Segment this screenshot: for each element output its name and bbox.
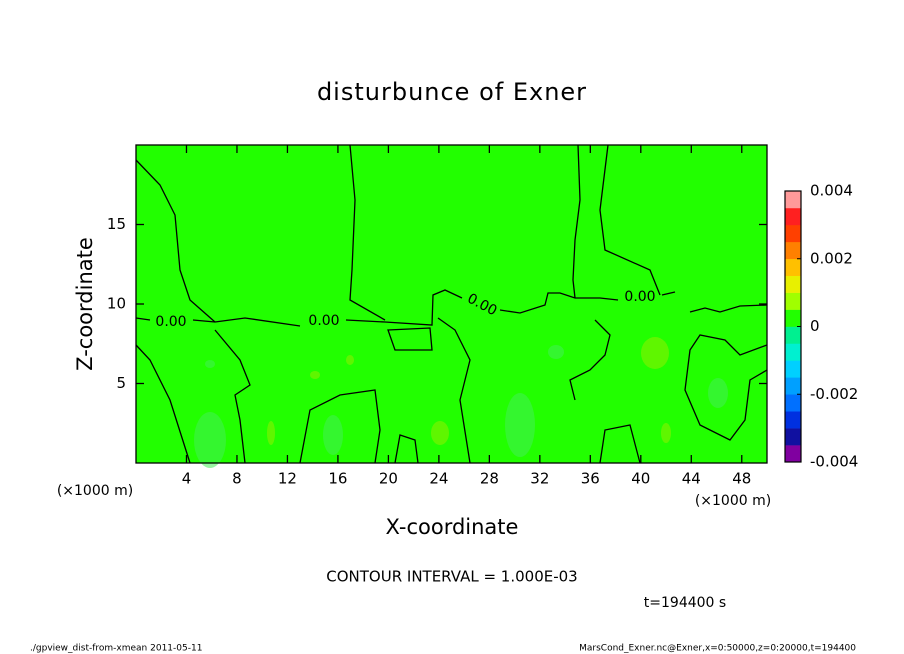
color-band: [785, 343, 801, 361]
colorbar-tick-label: -0.002: [810, 385, 858, 403]
x-unit: (×1000 m): [57, 483, 133, 499]
color-band: [785, 292, 801, 310]
x-tick-label: 20: [379, 470, 398, 488]
y-tick-label: 10: [107, 295, 126, 313]
x-tick-label: 16: [328, 470, 347, 488]
light-blobs: [194, 345, 728, 468]
chart-title: disturbunce of Exner: [317, 78, 587, 106]
color-band: [785, 224, 801, 243]
colorbar-tick-label: -0.004: [810, 453, 858, 471]
yellow-blobs: [267, 337, 671, 445]
color-band: [785, 207, 801, 226]
colorbar-tick-label: 0: [810, 317, 820, 335]
x-tick-label: 40: [631, 470, 650, 488]
x-tick-label: 24: [429, 470, 448, 488]
color-band: [785, 445, 801, 463]
contour-lines: [135, 144, 768, 464]
x-tick-label: 12: [278, 470, 297, 488]
x-tick-label: 32: [530, 470, 549, 488]
contour-label: 0.00: [624, 289, 655, 305]
x-tick-label: 48: [732, 470, 751, 488]
color-band: [785, 360, 801, 378]
contour-label: 0.00: [308, 313, 339, 329]
color-band: [785, 191, 801, 209]
x-tick-label: 44: [682, 470, 701, 488]
footer-left: ./gpview_dist-from-xmean 2011-05-11: [30, 644, 202, 654]
color-band: [785, 241, 801, 260]
color-band: [785, 428, 801, 446]
x-tick-label: 28: [480, 470, 499, 488]
contour-interval: CONTOUR INTERVAL = 1.000E-03: [326, 568, 577, 586]
x-axis-label: X-coordinate: [386, 515, 519, 539]
color-band: [785, 309, 801, 327]
field: [136, 145, 767, 463]
y-tick-label: 5: [116, 374, 126, 392]
color-band: [785, 258, 801, 276]
color-band: [785, 377, 801, 395]
y-tick-label: 15: [107, 215, 126, 233]
color-band: [785, 326, 801, 344]
x-tick-label: 36: [581, 470, 600, 488]
colorbar-tick-label: 0.002: [810, 249, 853, 267]
color-band: [785, 411, 801, 429]
time-label: t=194400 s: [644, 595, 726, 611]
x-tick-label: 8: [232, 470, 242, 488]
y-axis-label: Z-coordinate: [73, 237, 97, 371]
x-unit: (×1000 m): [695, 493, 771, 509]
color-band: [785, 394, 801, 412]
contour-label: 0.00: [155, 314, 186, 330]
x-tick-label: 4: [182, 470, 192, 488]
footer-right: MarsCond_Exner.nc@Exner,x=0:50000,z=0:20…: [579, 644, 856, 654]
color-band: [785, 275, 801, 293]
colorbar-tick-label: 0.004: [810, 182, 853, 200]
